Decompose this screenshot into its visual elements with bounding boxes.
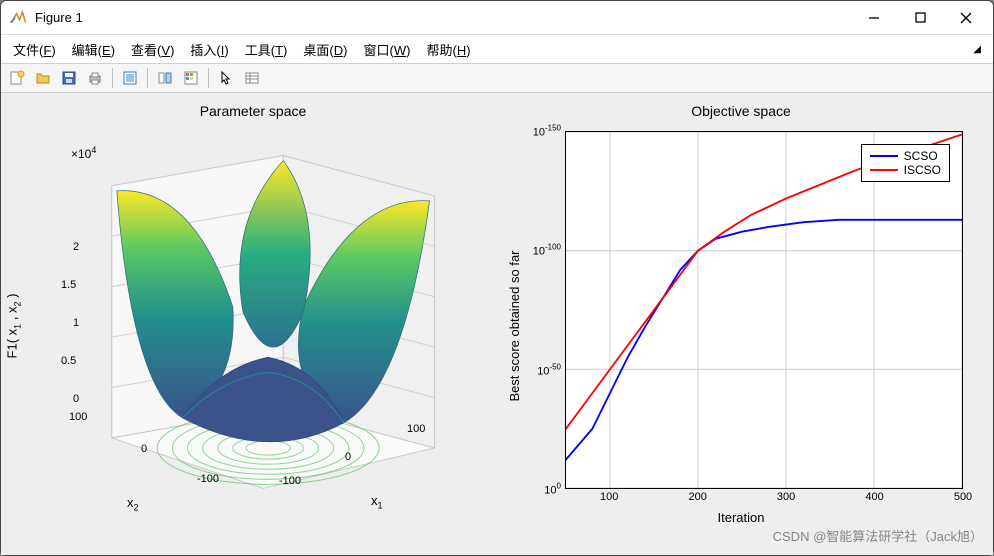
close-button[interactable] — [943, 3, 989, 33]
line-chart — [566, 132, 962, 488]
menu-insert[interactable]: 插入(I) — [190, 40, 228, 59]
x1-tick: 0 — [345, 451, 351, 463]
objective-space-axes[interactable]: Objective space SCSO ISCSO 10010-5010-10… — [499, 101, 983, 551]
menu-tools[interactable]: 工具(T) — [245, 40, 288, 59]
link-plot-button[interactable] — [153, 66, 177, 90]
figure-area: Parameter space F1( x1 , x2 ) ×104 — [1, 93, 993, 555]
data-cursor-button[interactable] — [240, 66, 264, 90]
legend-entry-scso: SCSO — [870, 149, 941, 163]
x1-tick: 100 — [407, 423, 425, 435]
colorbar-button[interactable] — [179, 66, 203, 90]
xticks: 100200300400500 — [565, 491, 963, 505]
right-xlabel: Iteration — [718, 510, 765, 525]
print-button[interactable] — [83, 66, 107, 90]
menu-overflow-icon[interactable]: ◢ — [973, 44, 981, 55]
x2-tick: 0 — [141, 443, 147, 455]
copy-figure-button[interactable] — [118, 66, 142, 90]
menu-desktop[interactable]: 桌面(D) — [303, 40, 347, 59]
x1-label: x1 — [371, 493, 383, 511]
window-title: Figure 1 — [35, 10, 851, 25]
ztick: 0.5 — [61, 355, 76, 367]
legend-entry-iscso: ISCSO — [870, 163, 941, 177]
x2-tick: 100 — [69, 411, 87, 423]
toolbar-separator — [112, 68, 113, 88]
ztick: 2 — [73, 241, 79, 253]
ztick: 1.5 — [61, 279, 76, 291]
axes-2d: SCSO ISCSO — [565, 131, 963, 489]
toolbar-separator — [208, 68, 209, 88]
right-plot-title: Objective space — [499, 103, 983, 119]
right-ylabel: Best score obtained so far — [507, 250, 522, 401]
left-zlabel: F1( x1 , x2 ) — [5, 294, 23, 359]
toolbar — [1, 63, 993, 93]
parameter-space-axes[interactable]: Parameter space F1( x1 , x2 ) ×104 — [11, 101, 495, 551]
yticks: 10010-5010-10010-150 — [519, 131, 563, 489]
pointer-button[interactable] — [214, 66, 238, 90]
matlab-icon — [9, 9, 27, 27]
menubar: 文件(F) 编辑(E) 查看(V) 插入(I) 工具(T) 桌面(D) 窗口(W… — [1, 35, 993, 63]
menu-view[interactable]: 查看(V) — [131, 40, 174, 59]
new-figure-button[interactable] — [5, 66, 29, 90]
minimize-button[interactable] — [851, 3, 897, 33]
ztick: 1 — [73, 317, 79, 329]
ztick: 0 — [73, 393, 79, 405]
menu-edit[interactable]: 编辑(E) — [72, 40, 115, 59]
menu-file[interactable]: 文件(F) — [13, 40, 56, 59]
menu-help[interactable]: 帮助(H) — [426, 40, 470, 59]
titlebar: Figure 1 — [1, 1, 993, 35]
x1-tick: -100 — [279, 475, 301, 487]
maximize-button[interactable] — [897, 3, 943, 33]
x2-label: x2 — [127, 495, 139, 513]
menu-window[interactable]: 窗口(W) — [363, 40, 410, 59]
save-button[interactable] — [57, 66, 81, 90]
figure-window: Figure 1 文件(F) 编辑(E) 查看(V) 插入(I) 工具(T) 桌… — [0, 0, 994, 556]
surface-plot — [21, 117, 485, 537]
toolbar-separator — [147, 68, 148, 88]
legend[interactable]: SCSO ISCSO — [861, 144, 950, 182]
open-button[interactable] — [31, 66, 55, 90]
x2-tick: -100 — [197, 473, 219, 485]
